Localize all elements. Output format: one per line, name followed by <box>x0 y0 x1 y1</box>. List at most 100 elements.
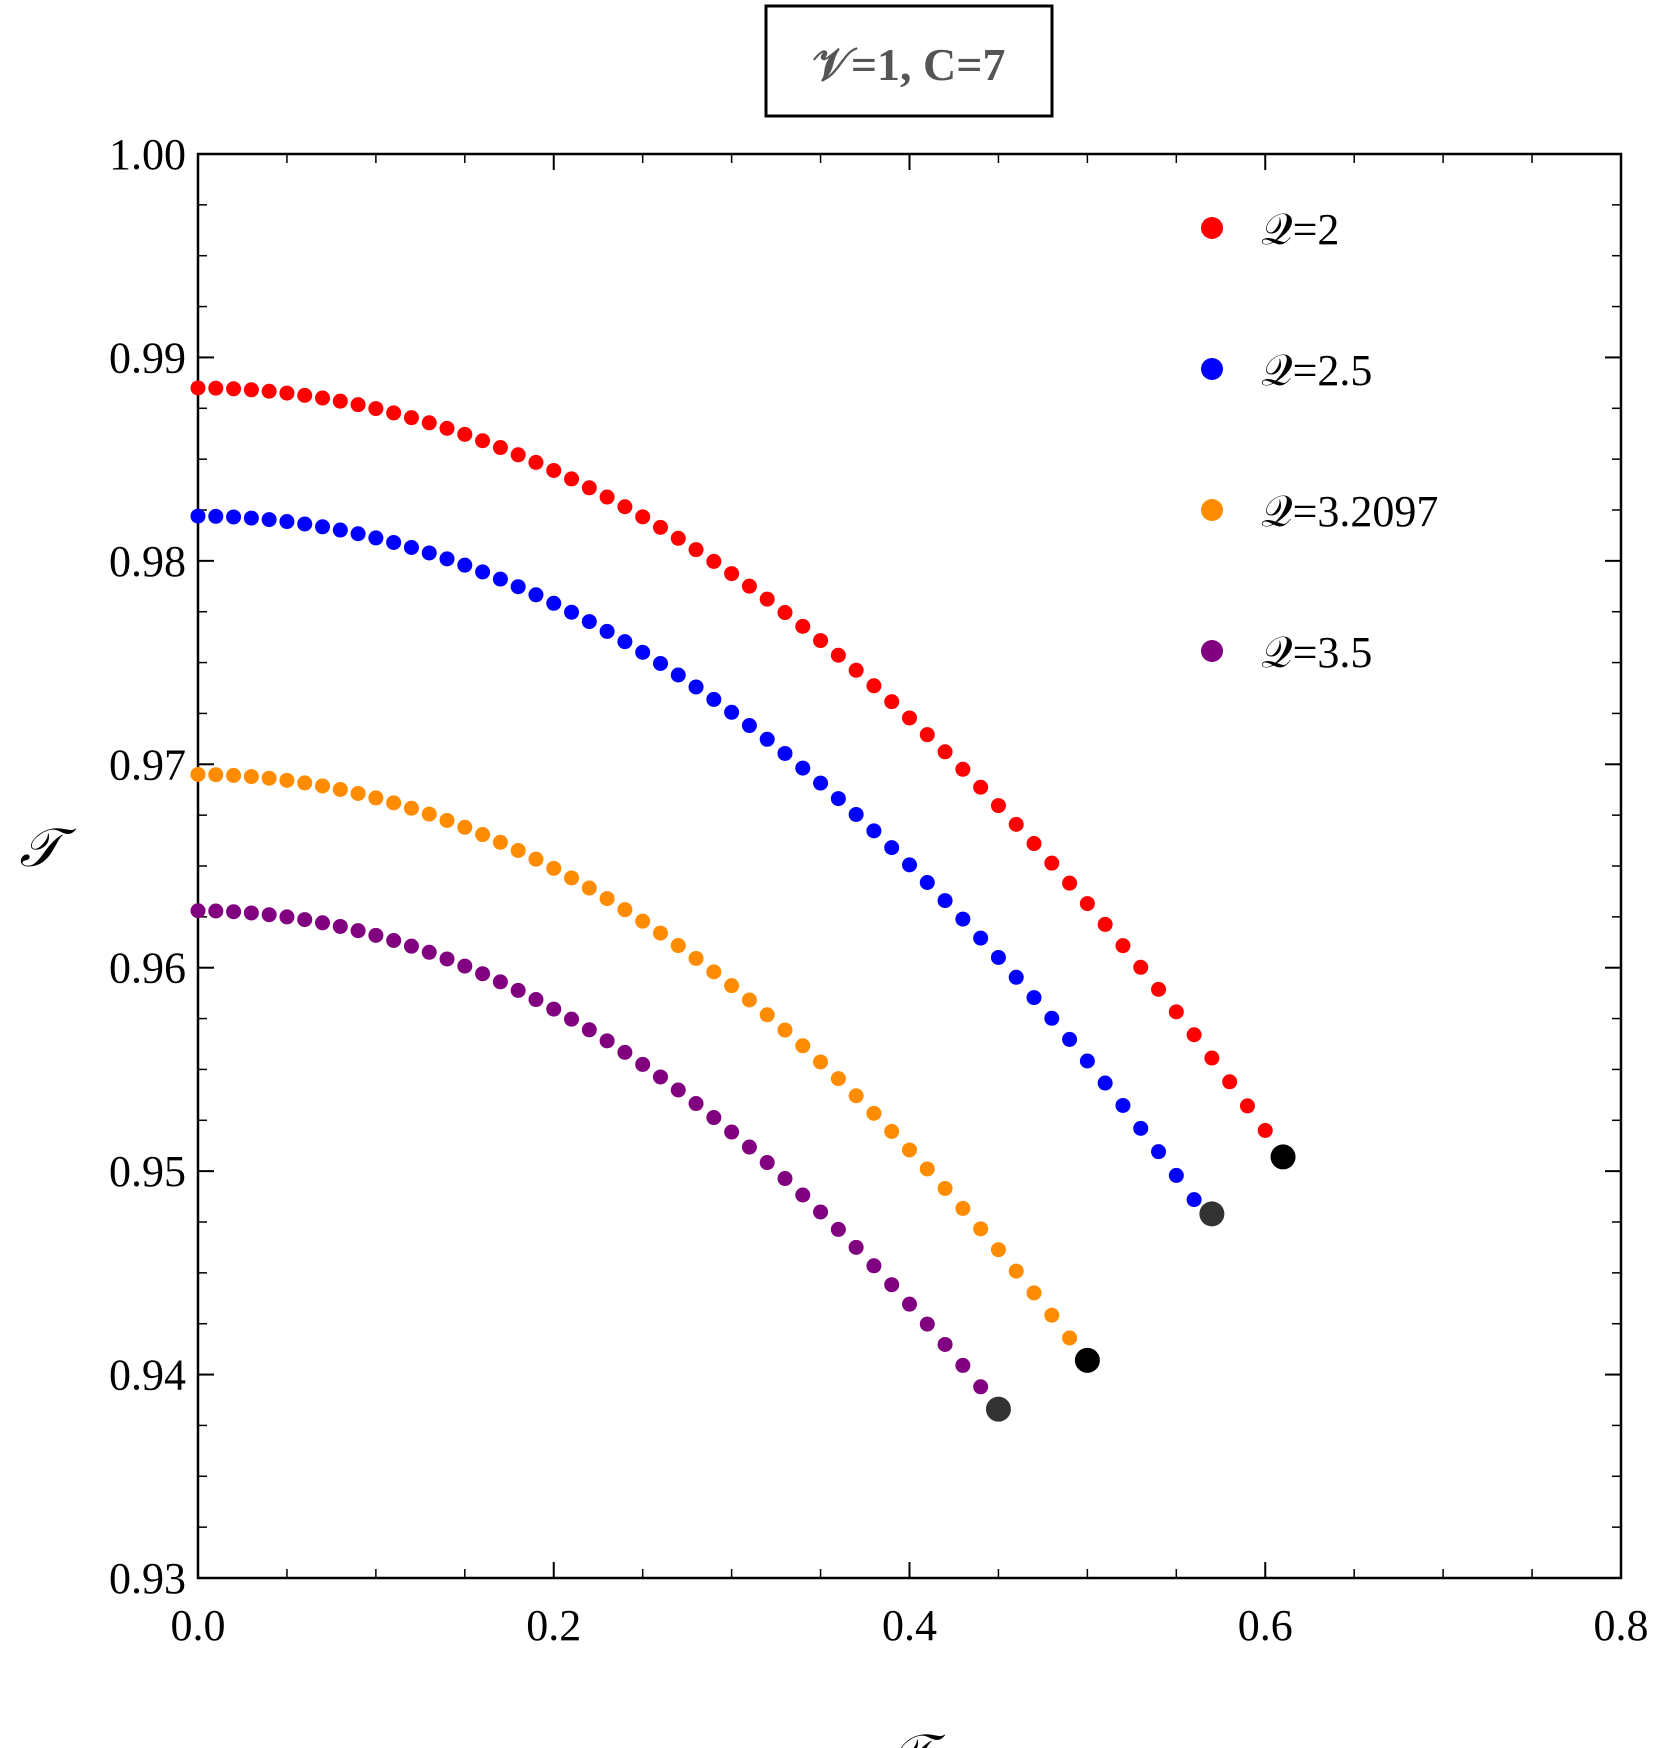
data-point <box>813 1204 829 1220</box>
data-point <box>546 860 562 876</box>
data-point <box>261 907 277 923</box>
data-point <box>457 819 473 835</box>
data-point <box>1062 875 1078 891</box>
data-point <box>368 401 384 417</box>
data-point <box>1026 990 1042 1006</box>
y-tick-label: 1.00 <box>109 130 186 179</box>
data-point <box>350 923 366 939</box>
data-point <box>439 551 455 567</box>
data-point <box>1168 1004 1184 1020</box>
legend-marker <box>1201 358 1223 380</box>
data-point <box>1026 1285 1042 1301</box>
data-point <box>652 655 668 671</box>
legend-label: 𝒬=2.5 <box>1261 346 1372 395</box>
terminal-point <box>1270 1144 1296 1170</box>
x-tick-label: 0.4 <box>882 1601 937 1650</box>
data-point <box>670 530 686 546</box>
y-tick-label: 0.94 <box>109 1351 186 1400</box>
data-point <box>902 710 917 726</box>
data-point <box>457 557 473 573</box>
data-point <box>617 634 633 650</box>
data-point <box>510 447 526 463</box>
data-point <box>297 912 313 928</box>
data-point <box>866 823 882 839</box>
data-point <box>724 978 740 994</box>
data-point <box>243 510 259 526</box>
data-point <box>421 806 437 822</box>
data-point <box>795 618 811 634</box>
data-point <box>528 587 544 603</box>
data-point <box>652 1069 668 1085</box>
data-point <box>937 1336 953 1352</box>
y-axis-label: 𝒯 <box>19 818 76 878</box>
data-point <box>759 591 775 607</box>
legend: 𝒬=2 𝒬=2.5 𝒬=3.2097 𝒬=3.5 <box>1201 205 1438 677</box>
data-point <box>581 480 597 496</box>
data-point <box>670 938 686 954</box>
data-point <box>1133 1120 1149 1136</box>
data-point <box>1151 981 1167 997</box>
x-tick-label: 0.0 <box>171 1601 226 1650</box>
data-point <box>777 1171 793 1187</box>
data-point <box>617 499 633 515</box>
data-point <box>919 727 935 743</box>
data-point <box>510 842 526 858</box>
x-tick-label: 0.2 <box>526 1601 581 1650</box>
data-point <box>866 1105 882 1121</box>
data-point <box>706 1110 722 1126</box>
series-2 <box>190 508 1225 1227</box>
data-point <box>475 433 491 449</box>
data-point <box>403 800 419 816</box>
data-point <box>421 545 437 561</box>
data-point <box>439 951 455 967</box>
x-axis-label: 𝒯 <box>888 1724 945 1748</box>
data-point <box>955 911 971 927</box>
data-point <box>670 667 686 683</box>
data-point <box>208 380 224 396</box>
data-point <box>475 827 491 843</box>
data-point <box>297 775 313 791</box>
data-point <box>741 992 757 1008</box>
terminal-point <box>1074 1347 1100 1373</box>
data-point <box>688 679 704 695</box>
data-point <box>350 526 366 542</box>
data-point <box>279 385 295 401</box>
data-point <box>866 1258 882 1274</box>
data-point <box>190 508 206 524</box>
data-point <box>315 519 331 535</box>
y-tick-label: 0.98 <box>109 537 186 586</box>
data-point <box>795 1038 811 1054</box>
data-point <box>866 678 882 694</box>
data-point <box>190 766 206 782</box>
data-point <box>492 571 508 587</box>
data-point <box>421 415 437 431</box>
data-point <box>777 745 793 761</box>
series-3 <box>190 766 1100 1373</box>
legend-marker <box>1201 640 1223 662</box>
data-point <box>564 1011 580 1027</box>
data-point <box>759 1155 775 1171</box>
data-point <box>208 903 224 919</box>
data-point <box>937 1180 953 1196</box>
data-point <box>546 462 562 478</box>
data-point <box>368 790 384 806</box>
x-tick-label: 0.8 <box>1594 1601 1649 1650</box>
data-point <box>902 857 917 873</box>
y-tick-label: 0.93 <box>109 1554 186 1603</box>
data-point <box>492 440 508 456</box>
data-point <box>546 595 562 611</box>
legend-marker <box>1201 499 1223 521</box>
data-point <box>368 927 384 943</box>
data-point <box>403 938 419 954</box>
data-point <box>617 1044 633 1060</box>
data-point <box>813 775 829 791</box>
y-tick-label: 0.97 <box>109 740 186 789</box>
data-point <box>279 909 295 925</box>
data-point <box>439 420 455 436</box>
series-layer <box>190 380 1296 1422</box>
data-point <box>759 731 775 747</box>
data-point <box>475 564 491 580</box>
data-point <box>688 950 704 966</box>
data-point <box>919 1161 935 1177</box>
